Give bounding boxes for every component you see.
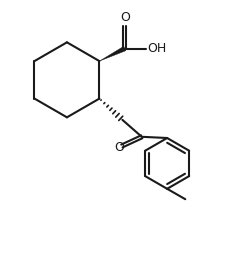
Text: OH: OH — [147, 42, 166, 55]
Text: O: O — [114, 141, 124, 154]
Polygon shape — [100, 46, 126, 61]
Text: O: O — [120, 11, 130, 24]
